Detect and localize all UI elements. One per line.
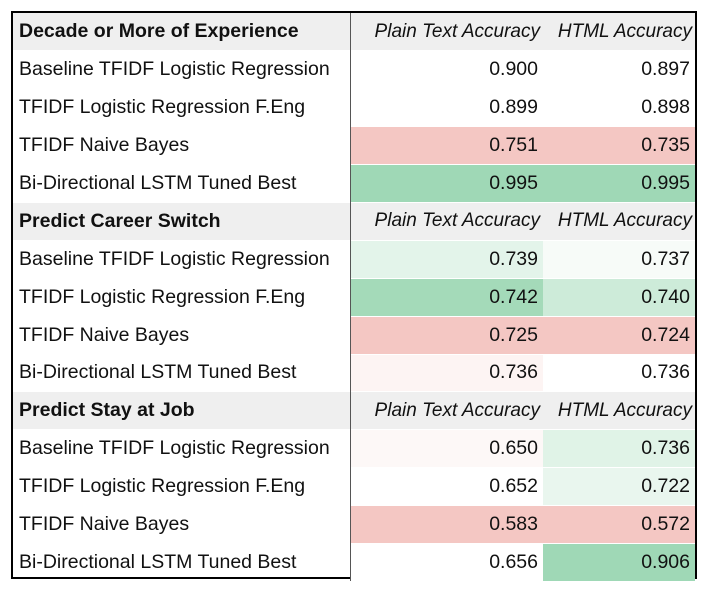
html-accuracy-cell: 0.897 bbox=[543, 50, 695, 89]
table-row: Bi-Directional LSTM Tuned Best 0.656 0.906 bbox=[13, 542, 695, 582]
model-name-cell: Bi-Directional LSTM Tuned Best bbox=[13, 542, 351, 582]
html-accuracy-cell: 0.724 bbox=[543, 315, 695, 355]
plain-text-accuracy-cell: 0.900 bbox=[350, 50, 543, 89]
html-accuracy-cell: 0.898 bbox=[543, 88, 695, 127]
section-header-row: Predict Stay at Job Plain Text Accuracy HT… bbox=[13, 391, 695, 430]
model-name-cell: Baseline TFIDF Logistic Regression bbox=[13, 239, 351, 279]
table-row: TFIDF Logistic Regression F.Eng 0.742 0.74… bbox=[13, 277, 695, 317]
plain-text-accuracy-cell: 0.583 bbox=[350, 505, 543, 544]
section-title: Predict Stay at Job bbox=[13, 391, 351, 430]
html-accuracy-cell: 0.737 bbox=[543, 239, 695, 279]
table-row: Bi-Directional LSTM Tuned Best 0.995 0.995 bbox=[13, 164, 695, 203]
column-header-plain-text-accuracy: Plain Text Accuracy bbox=[350, 391, 543, 430]
table-row: TFIDF Naive Bayes 0.725 0.724 bbox=[13, 315, 695, 355]
column-header-html-accuracy: HTML Accuracy bbox=[543, 13, 695, 51]
html-accuracy-cell: 0.740 bbox=[543, 277, 695, 317]
html-accuracy-cell: 0.906 bbox=[543, 542, 695, 582]
section-header-row: Decade or More of Experience Plain Text A… bbox=[13, 13, 695, 51]
model-name-cell: TFIDF Naive Bayes bbox=[13, 505, 351, 544]
column-header-html-accuracy: HTML Accuracy bbox=[543, 201, 695, 241]
column-header-plain-text-accuracy: Plain Text Accuracy bbox=[350, 13, 543, 51]
section-header-row: Predict Career Switch Plain Text Accuracy… bbox=[13, 201, 695, 241]
table-row: TFIDF Naive Bayes 0.583 0.572 bbox=[13, 505, 695, 544]
html-accuracy-cell: 0.736 bbox=[543, 353, 695, 392]
plain-text-accuracy-cell: 0.650 bbox=[350, 429, 543, 468]
table-body: Decade or More of Experience Plain Text A… bbox=[13, 13, 695, 582]
model-name-cell: TFIDF Logistic Regression F.Eng bbox=[13, 467, 351, 506]
table-row: TFIDF Logistic Regression F.Eng 0.652 0.72… bbox=[13, 467, 695, 506]
section-title: Decade or More of Experience bbox=[13, 13, 351, 51]
column-header-html-accuracy: HTML Accuracy bbox=[543, 391, 695, 430]
plain-text-accuracy-cell: 0.899 bbox=[350, 88, 543, 127]
model-name-cell: TFIDF Naive Bayes bbox=[13, 315, 351, 355]
plain-text-accuracy-cell: 0.995 bbox=[350, 164, 543, 203]
plain-text-accuracy-cell: 0.725 bbox=[350, 315, 543, 355]
plain-text-accuracy-cell: 0.739 bbox=[350, 239, 543, 279]
model-name-cell: Bi-Directional LSTM Tuned Best bbox=[13, 353, 351, 392]
table-row: TFIDF Logistic Regression F.Eng 0.899 0.89… bbox=[13, 88, 695, 127]
plain-text-accuracy-cell: 0.736 bbox=[350, 353, 543, 392]
plain-text-accuracy-cell: 0.742 bbox=[350, 277, 543, 317]
accuracy-results-table: Decade or More of Experience Plain Text A… bbox=[13, 13, 695, 582]
html-accuracy-cell: 0.735 bbox=[543, 126, 695, 165]
column-header-plain-text-accuracy: Plain Text Accuracy bbox=[350, 201, 543, 241]
results-table-frame: Decade or More of Experience Plain Text A… bbox=[11, 11, 697, 582]
plain-text-accuracy-cell: 0.751 bbox=[350, 126, 543, 165]
model-name-cell: TFIDF Logistic Regression F.Eng bbox=[13, 277, 351, 317]
model-name-cell: Baseline TFIDF Logistic Regression bbox=[13, 429, 351, 468]
html-accuracy-cell: 0.722 bbox=[543, 467, 695, 506]
html-accuracy-cell: 0.572 bbox=[543, 505, 695, 544]
table-row: Baseline TFIDF Logistic Regression 0.900 0… bbox=[13, 50, 695, 89]
section-title: Predict Career Switch bbox=[13, 201, 351, 241]
model-name-cell: TFIDF Naive Bayes bbox=[13, 126, 351, 165]
model-name-cell: Bi-Directional LSTM Tuned Best bbox=[13, 164, 351, 203]
model-name-cell: Baseline TFIDF Logistic Regression bbox=[13, 50, 351, 89]
plain-text-accuracy-cell: 0.652 bbox=[350, 467, 543, 506]
html-accuracy-cell: 0.995 bbox=[543, 164, 695, 203]
model-name-cell: TFIDF Logistic Regression F.Eng bbox=[13, 88, 351, 127]
table-row: Baseline TFIDF Logistic Regression 0.650 0… bbox=[13, 429, 695, 468]
table-row: Bi-Directional LSTM Tuned Best 0.736 0.736 bbox=[13, 353, 695, 392]
table-row: Baseline TFIDF Logistic Regression 0.739 0… bbox=[13, 239, 695, 279]
plain-text-accuracy-cell: 0.656 bbox=[350, 542, 543, 582]
table-row: TFIDF Naive Bayes 0.751 0.735 bbox=[13, 126, 695, 165]
html-accuracy-cell: 0.736 bbox=[543, 429, 695, 468]
